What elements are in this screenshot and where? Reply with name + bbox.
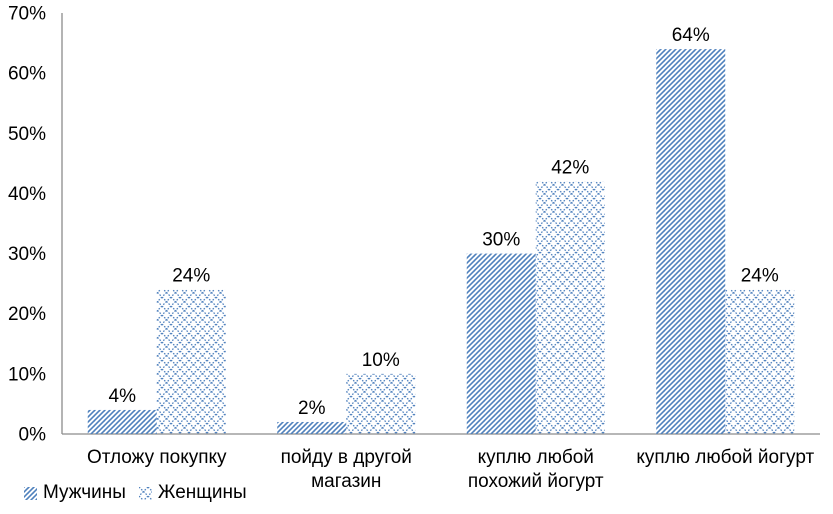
data-label-женщины-0: 24% [172,266,210,287]
legend-item-women: Женщины [138,482,247,504]
y-tick-label: 60% [8,64,46,85]
y-tick-label: 0% [19,425,47,446]
y-tick-label: 70% [8,4,46,25]
data-label-женщины-2: 42% [551,157,589,178]
bars-layer [87,49,795,434]
bar-мужчины-3 [656,49,726,434]
y-tick-label: 20% [8,304,46,325]
data-label-мужчины-1: 2% [298,398,326,419]
legend-label-men: Мужчины [43,482,126,503]
bar-женщины-0 [156,289,226,434]
x-category-label-0: Отложу покупку [86,447,227,468]
x-category-label-1: пойду в другой магазин [280,447,412,492]
data-labels-layer: 4% 2% 30% 64% 24% 10% 42% 24% [109,25,779,419]
data-label-женщины-3: 24% [741,266,779,287]
bar-мужчины-2 [466,253,536,434]
legend-item-men: Мужчины [24,482,126,504]
y-tick-label: 50% [8,124,46,145]
bar-мужчины-1 [277,421,347,434]
bar-женщины-3 [725,289,795,434]
bar-женщины-1 [346,373,416,434]
bar-мужчины-0 [87,409,157,434]
y-tick-label: 30% [8,244,46,265]
data-label-женщины-1: 10% [362,350,400,371]
y-tick-label: 40% [8,184,46,205]
diagonal-hatch-swatch-icon [24,486,37,500]
legend: Мужчины Женщины [24,482,247,504]
data-label-мужчины-3: 64% [672,25,710,46]
y-tick-label: 10% [8,364,46,385]
x-category-label-2: куплю любой похожий йогурт [467,447,604,492]
data-label-мужчины-2: 30% [482,230,520,251]
legend-label-women: Женщины [157,482,247,503]
data-label-мужчины-0: 4% [109,386,137,407]
x-category-label-3: куплю любой йогурт [636,447,815,468]
diamond-lattice-swatch-icon [138,486,152,500]
bar-женщины-2 [535,181,605,434]
